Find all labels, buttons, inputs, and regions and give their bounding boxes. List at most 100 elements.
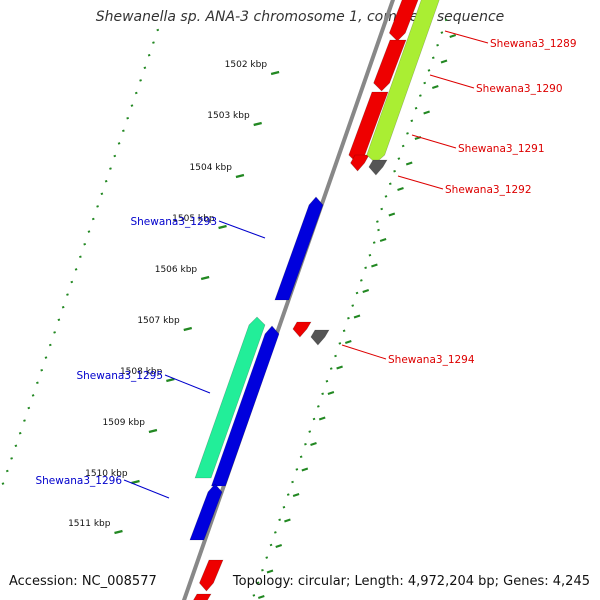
- minor-tick: [431, 85, 439, 89]
- gene-label: Shewana3_1293: [130, 216, 217, 228]
- tick-label: 1502 kbp: [225, 60, 268, 70]
- minor-tick: [301, 467, 309, 472]
- minor-tick: [266, 569, 274, 574]
- scale-dot: [10, 457, 13, 460]
- scale-dot: [61, 305, 65, 309]
- feature-track-dot: [431, 56, 435, 60]
- gene-arrow: [373, 39, 407, 92]
- scale-dot: [18, 431, 22, 435]
- feature-track-dot: [419, 94, 422, 97]
- scale-dot: [269, 543, 273, 547]
- gene-arrow: [211, 325, 280, 487]
- minor-tick: [257, 595, 265, 599]
- scale-dot: [291, 480, 294, 484]
- scale-dot: [256, 581, 260, 585]
- scale-dot: [5, 469, 9, 473]
- label-leader: [164, 374, 211, 394]
- tick-label: 1509 kbp: [103, 418, 146, 428]
- minor-tick: [353, 314, 361, 319]
- scale-dot: [295, 468, 299, 471]
- minor-tick: [310, 442, 317, 446]
- scale-dot: [273, 531, 277, 534]
- scale-dot: [312, 417, 316, 421]
- scale-dot: [134, 91, 138, 95]
- minor-tick: [379, 238, 387, 242]
- scale-dot: [74, 268, 78, 271]
- tick-label: 1508 kbp: [120, 367, 163, 377]
- minor-tick: [318, 416, 326, 421]
- scale-dot: [91, 217, 95, 221]
- cds-feature: [194, 316, 266, 479]
- minor-tick: [423, 110, 430, 115]
- scale-dot: [104, 179, 108, 183]
- minor-tick: [336, 365, 343, 370]
- cds-feature: [366, 0, 440, 164]
- scale-dot: [338, 342, 342, 345]
- scale-dot: [66, 293, 69, 296]
- scale-dot: [368, 253, 372, 257]
- scale-dot: [23, 419, 26, 422]
- scale-dot: [347, 316, 350, 320]
- feature-track-dot: [376, 220, 379, 223]
- scale-dot: [152, 41, 155, 44]
- scale-dot: [377, 228, 380, 232]
- minor-tick: [405, 161, 413, 166]
- major-tick: [200, 275, 210, 281]
- tick-label: 1505 kbp: [172, 214, 215, 224]
- tick-label: 1504 kbp: [190, 163, 233, 173]
- minor-tick: [275, 544, 283, 548]
- feature-track-dot: [388, 182, 392, 186]
- gene-label: Shewana3_1290: [476, 83, 563, 95]
- gene-label: Shewana3_1295: [76, 370, 163, 382]
- scale-dot: [117, 142, 121, 145]
- label-leader: [123, 479, 170, 499]
- minor-tick: [440, 59, 448, 64]
- scale-dot: [79, 255, 82, 259]
- scale-dot: [261, 568, 264, 572]
- feature-track-dot: [440, 31, 444, 34]
- gene-label: Shewana3_1294: [388, 354, 475, 366]
- major-tick: [166, 377, 175, 383]
- major-tick: [148, 428, 158, 434]
- scale-dot: [100, 192, 104, 196]
- scale-dot: [359, 279, 363, 282]
- scale-dot: [87, 230, 91, 233]
- scale-dot: [1, 482, 5, 485]
- label-leader: [444, 30, 489, 44]
- label-leader: [218, 220, 266, 239]
- scale-dot: [252, 594, 256, 597]
- scale-dot: [299, 455, 303, 459]
- scale-dot: [355, 291, 359, 295]
- label-leader: [341, 344, 387, 360]
- topology-summary: Topology: circular; Length: 4,972,204 bp…: [232, 574, 590, 589]
- scale-dot: [304, 442, 307, 446]
- scale-dot: [147, 53, 151, 57]
- feature-track-dot: [384, 195, 388, 198]
- label-leader: [429, 74, 475, 89]
- major-tick: [235, 173, 245, 179]
- gene-arrow: [292, 321, 312, 338]
- feature-track-dot: [414, 106, 418, 110]
- scale-dot: [278, 518, 281, 522]
- scale-dot: [48, 343, 52, 347]
- gene-arrow: [193, 593, 212, 600]
- feature-layer: [189, 0, 440, 600]
- scale-dot: [308, 430, 312, 433]
- scale-dot: [282, 505, 286, 509]
- feature-track-dot: [393, 169, 396, 173]
- scale-dot: [130, 104, 134, 107]
- minor-tick: [327, 391, 335, 395]
- tick-label: 1511 kbp: [68, 519, 111, 529]
- gene-label: Shewana3_1291: [458, 143, 545, 155]
- scale-dot: [334, 354, 337, 358]
- scale-dot: [113, 154, 117, 158]
- scale-dot: [109, 167, 112, 170]
- scale-dot: [342, 329, 346, 333]
- scale-dot: [364, 266, 367, 270]
- scale-dot: [321, 392, 324, 396]
- tick-label: 1506 kbp: [155, 265, 198, 275]
- feature-track-dot: [401, 144, 405, 148]
- tick-label: 1503 kbp: [207, 111, 250, 121]
- label-leader: [397, 175, 444, 190]
